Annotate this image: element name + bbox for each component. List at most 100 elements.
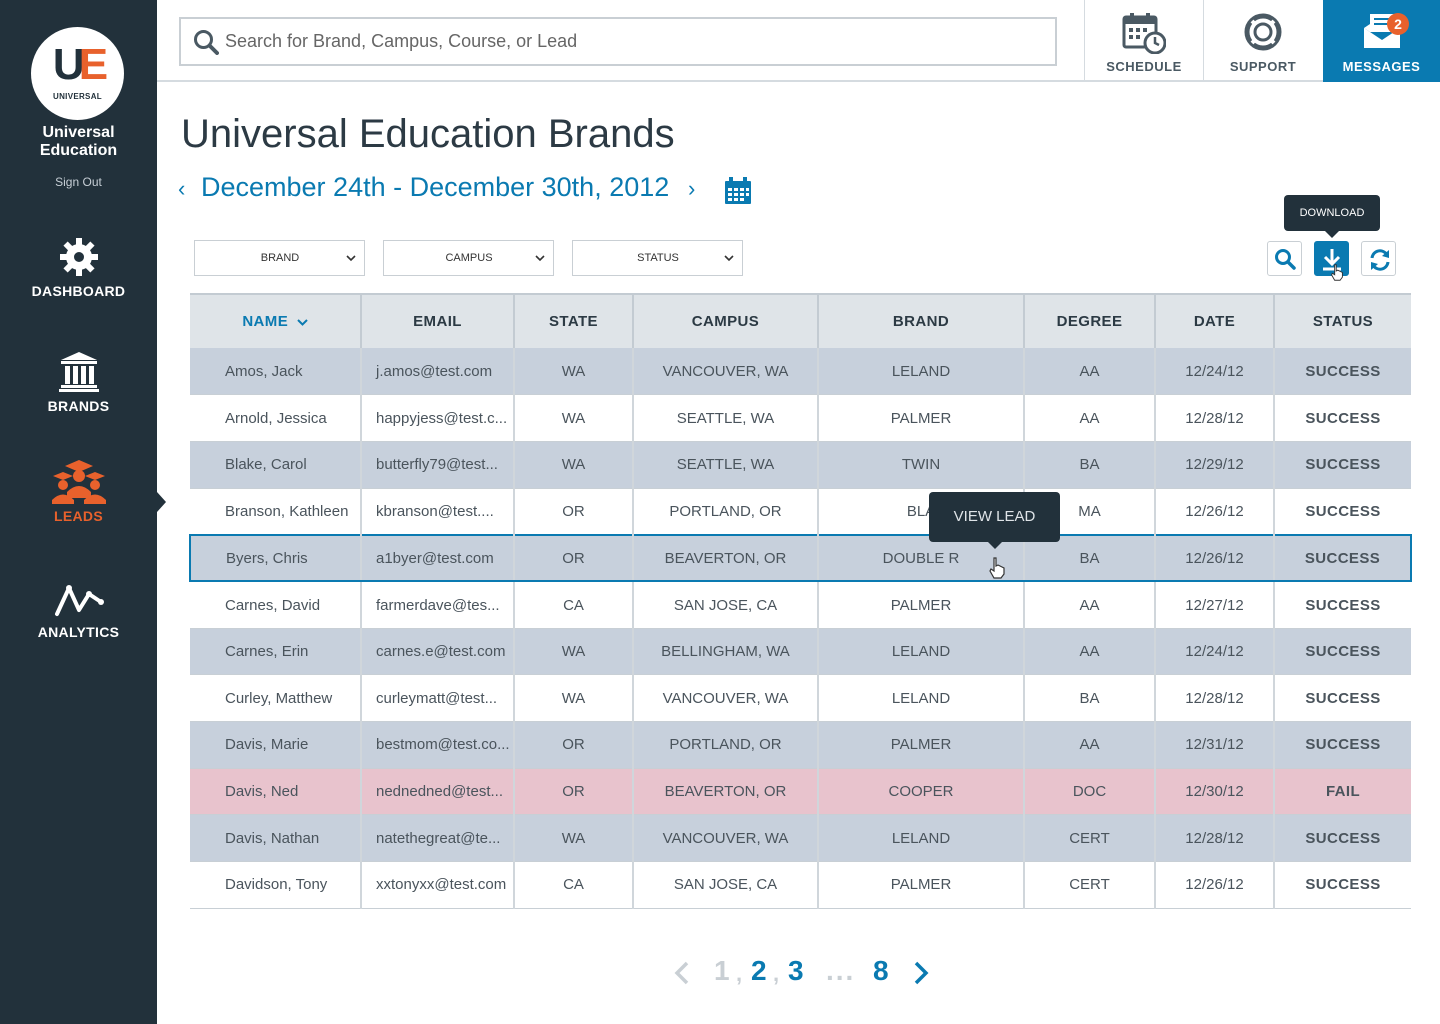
building-icon [58, 352, 99, 392]
table-row[interactable]: Amos, Jack j.amos@test.com WA VANCOUVER, WA… [190, 348, 1411, 396]
cell-campus: SAN JOSE, CA [633, 581, 819, 629]
table-row[interactable]: Davis, Nathan natethegreat@te... WA VANCOUV… [190, 814, 1411, 863]
cell-email: natethegreat@te... [361, 814, 515, 863]
schedule-button[interactable]: SCHEDULE [1084, 0, 1203, 82]
table-row[interactable]: Blake, Carol butterfly79@test... WA SEATTLE… [190, 441, 1411, 489]
cell-email: a1byer@test.com [361, 533, 515, 583]
table-row[interactable]: Carnes, David farmerdave@tes... CA SAN JOSE… [190, 581, 1411, 629]
column-header-degree[interactable]: DEGREE [1024, 293, 1156, 348]
calendar-clock-icon [1122, 13, 1166, 54]
table-header-row: NAME EMAIL STATE CAMPUS BRAND DEGREE DAT… [190, 293, 1411, 348]
nav-dashboard[interactable]: DASHBOARD [0, 235, 157, 299]
nav-analytics-label: ANALYTICS [37, 624, 120, 640]
cell-name: Davis, Nathan [190, 814, 362, 863]
campus-filter[interactable]: CAMPUS [383, 240, 554, 276]
calendar-button[interactable] [724, 177, 752, 210]
search-input[interactable] [225, 19, 1045, 64]
refresh-icon [1370, 249, 1390, 271]
cell-state: CA [514, 861, 634, 909]
date-range: December 24th - December 30th, 2012 [201, 172, 670, 202]
messages-button[interactable]: 2 MESSAGES [1323, 0, 1440, 82]
cell-state: WA [514, 674, 634, 722]
table-row[interactable]: Davis, Marie bestmom@test.co... OR PORTLAND… [190, 721, 1411, 769]
cell-brand: LELAND [818, 814, 1025, 863]
cell-state: OR [514, 721, 634, 769]
cell-state: OR [514, 533, 634, 583]
table-row[interactable]: Curley, Matthew curleymatt@test... WA VANCO… [190, 674, 1411, 722]
cell-state: WA [514, 441, 634, 489]
page-separator: , [736, 961, 743, 986]
column-header-status[interactable]: STATUS [1274, 293, 1411, 348]
cell-name: Davidson, Tony [190, 861, 362, 909]
cell-name: Carnes, Erin [190, 628, 362, 676]
cell-state: OR [514, 768, 634, 816]
cell-status: SUCCESS [1274, 533, 1412, 583]
page-2[interactable]: 2 [751, 955, 767, 986]
cell-name: Arnold, Jessica [190, 394, 362, 442]
support-label: SUPPORT [1229, 59, 1297, 74]
column-header-name[interactable]: NAME [190, 293, 362, 348]
table-row[interactable]: Carnes, Erin carnes.e@test.com WA BELLINGHA… [190, 628, 1411, 676]
cell-degree: AA [1024, 628, 1156, 676]
cell-brand: TWIN [818, 441, 1025, 489]
refresh-button[interactable] [1361, 241, 1396, 276]
status-filter[interactable]: STATUS [572, 240, 743, 276]
cell-date: 12/28/12 [1155, 674, 1275, 722]
page-1[interactable]: 1 [714, 955, 730, 986]
cell-degree: AA [1024, 581, 1156, 629]
page-8[interactable]: 8 [873, 955, 889, 986]
cell-email: curleymatt@test... [361, 674, 515, 722]
cell-date: 12/28/12 [1155, 394, 1275, 442]
hand-cursor-icon [989, 557, 1005, 579]
cell-campus: VANCOUVER, WA [633, 814, 819, 863]
column-header-state[interactable]: STATE [514, 293, 634, 348]
table-row[interactable]: Branson, Kathleen kbranson@test.... OR PORT… [190, 488, 1411, 536]
org-name-line1: Universal [42, 124, 115, 141]
cell-campus: BEAVERTON, OR [633, 768, 819, 816]
page-title: Universal Education Brands [181, 112, 675, 156]
page-3[interactable]: 3 [788, 955, 804, 986]
prev-week-arrow[interactable]: ‹ [178, 176, 186, 201]
table-row[interactable]: Davis, Ned nednedned@test... OR BEAVERTON, … [190, 768, 1411, 816]
cell-date: 12/26/12 [1155, 861, 1275, 909]
cell-brand: PALMER [818, 394, 1025, 442]
nav-brands[interactable]: BRANDS [0, 350, 157, 414]
sign-out-link[interactable]: Sign Out [55, 175, 102, 189]
nav-leads-label: LEADS [54, 508, 103, 524]
table-row[interactable]: Arnold, Jessica happyjess@test.c... WA SEAT… [190, 394, 1411, 442]
chevron-left-icon[interactable] [674, 961, 690, 985]
cell-campus: PORTLAND, OR [633, 488, 819, 536]
column-header-brand[interactable]: BRAND [818, 293, 1025, 348]
chevron-down-icon [724, 255, 734, 262]
cell-name: Branson, Kathleen [190, 488, 362, 536]
support-button[interactable]: SUPPORT [1203, 0, 1322, 82]
column-header-campus[interactable]: CAMPUS [633, 293, 819, 348]
download-button[interactable] [1314, 241, 1349, 276]
cell-state: WA [514, 348, 634, 396]
cell-campus: BELLINGHAM, WA [633, 628, 819, 676]
cell-degree: BA [1024, 674, 1156, 722]
cell-date: 12/24/12 [1155, 628, 1275, 676]
search-box[interactable] [179, 17, 1057, 66]
cell-date: 12/30/12 [1155, 768, 1275, 816]
column-header-email[interactable]: EMAIL [361, 293, 515, 348]
table-row[interactable]: Byers, Chris a1byer@test.com OR BEAVERTON, … [189, 533, 1412, 583]
search-table-button[interactable] [1267, 241, 1302, 276]
cell-email: bestmom@test.co... [361, 721, 515, 769]
cell-degree: CERT [1024, 814, 1156, 863]
campus-filter-label: CAMPUS [445, 252, 493, 264]
nav-leads[interactable]: LEADS [0, 458, 157, 524]
logo[interactable]: UE UNIVERSAL [31, 27, 124, 120]
chevron-down-icon [535, 255, 545, 262]
view-lead-tooltip: VIEW LEAD [929, 492, 1060, 549]
chevron-right-icon[interactable] [913, 961, 929, 985]
table-row[interactable]: Davidson, Tony xxtonyxx@test.com CA SAN JOS… [190, 861, 1411, 909]
messages-label: MESSAGES [1342, 59, 1421, 74]
nav-analytics[interactable]: ANALYTICS [0, 580, 157, 640]
hand-cursor-icon [1331, 264, 1343, 281]
brand-filter[interactable]: BRAND [194, 240, 365, 276]
leads-table: NAME EMAIL STATE CAMPUS BRAND DEGREE DAT… [189, 293, 1412, 909]
logo-caption: UNIVERSAL [53, 92, 102, 101]
column-header-date[interactable]: DATE [1155, 293, 1275, 348]
next-week-arrow[interactable]: › [688, 176, 696, 201]
